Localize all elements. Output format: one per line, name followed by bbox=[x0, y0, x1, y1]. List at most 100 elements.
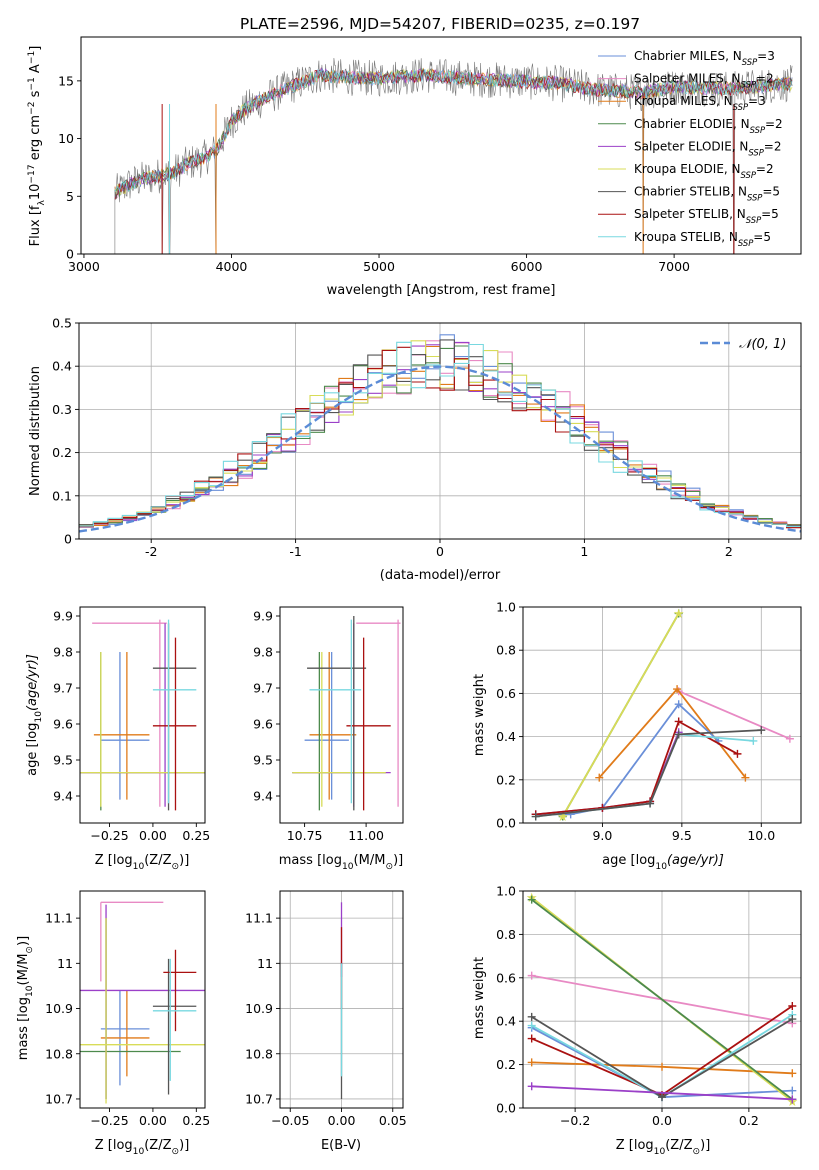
series-marker-salpeter_stelib bbox=[733, 749, 742, 758]
series-marker-kroupa_miles bbox=[788, 1069, 797, 1078]
x-tick-label: 3000 bbox=[68, 259, 100, 274]
x-tick-label: 0.05 bbox=[379, 1113, 407, 1128]
x-tick-label: 2 bbox=[725, 544, 733, 559]
y-tick-label: 9.5 bbox=[253, 753, 273, 768]
mass-vs-ebv-panel: −0.05 0.00 0.05 10.7 10.8 10.9 11 11.1 E(B-V) bbox=[245, 890, 407, 1153]
series-marker-kroupa_miles bbox=[595, 773, 604, 782]
y-tick-label: 9.4 bbox=[253, 789, 273, 804]
series-marker-kroupa_elodie: ★ bbox=[673, 607, 685, 622]
plot-area bbox=[79, 334, 801, 533]
axes-frame bbox=[78, 322, 802, 540]
y-tick-label: 10.9 bbox=[45, 1001, 73, 1016]
plot-area: ★★ bbox=[526, 891, 798, 1108]
x-tick-label: 5000 bbox=[363, 259, 395, 274]
y-tick-label: 10.8 bbox=[245, 1046, 273, 1061]
y-tick-label: 0.0 bbox=[496, 816, 516, 831]
series-marker-salpeter_miles bbox=[785, 734, 794, 743]
series-marker-kroupa_miles bbox=[741, 773, 750, 782]
plot-area bbox=[80, 619, 205, 811]
x-tick-label: 1 bbox=[580, 544, 588, 559]
series-marker-chabrier_stelib bbox=[531, 812, 540, 821]
y-tick-label: 0.6 bbox=[496, 686, 516, 701]
y-tick-label: 0.5 bbox=[52, 316, 72, 331]
series-line-chabrier_stelib bbox=[535, 729, 762, 818]
y-tick-label: 0 bbox=[64, 532, 72, 547]
series-line-salpeter_elodie bbox=[531, 1085, 793, 1101]
series-marker-chabrier_stelib bbox=[757, 726, 766, 735]
y-tick-label: 5 bbox=[66, 189, 74, 204]
y-tick-label: 9.8 bbox=[253, 645, 273, 660]
y-tick-label: 10 bbox=[58, 131, 74, 146]
series-marker-kroupa_miles bbox=[673, 685, 682, 694]
y-tick-label: 0.2 bbox=[496, 1057, 516, 1072]
legend-entry: Chabrier STELIB, NSSP=5 bbox=[634, 185, 780, 203]
series-marker-kroupa_elodie: ★ bbox=[557, 810, 569, 825]
legend-entry: Salpeter ELODIE, NSSP=2 bbox=[634, 139, 782, 157]
series-marker-salpeter_stelib bbox=[674, 717, 683, 726]
age-vs-mass-panel: 10.75 11.00 9.4 9.5 9.6 9.7 9.8 9.9 mass [log10(… bbox=[253, 606, 404, 872]
y-tick-label: 9.6 bbox=[53, 717, 73, 732]
y-tick-label: 11.1 bbox=[45, 911, 73, 926]
histogram-kroupa_stelib bbox=[79, 341, 801, 527]
x-tick-label: 10.0 bbox=[747, 828, 775, 843]
series-line-kroupa_miles bbox=[598, 687, 747, 779]
x-axis-label: E(B-V) bbox=[321, 1138, 361, 1153]
x-axis-label: age [log10(age/yr)] bbox=[602, 853, 724, 872]
legend-entry: Salpeter MILES, NSSP=2 bbox=[634, 72, 774, 90]
y-tick-label: 0 bbox=[66, 247, 74, 262]
y-tick-label: 11.1 bbox=[245, 911, 273, 926]
y-tick-label: 0.3 bbox=[52, 402, 72, 417]
series-marker-kroupa_miles bbox=[658, 1062, 666, 1071]
plot-area bbox=[80, 901, 205, 1104]
model-spectrum-salpeter_stelib bbox=[114, 69, 793, 200]
series-marker-chabrier_miles bbox=[788, 1086, 797, 1095]
y-tick-label: 10.7 bbox=[245, 1091, 273, 1106]
x-tick-label: -2 bbox=[145, 544, 157, 559]
x-axis-label: Z [log10(Z/Z⊙)] bbox=[616, 1138, 711, 1157]
plot-area bbox=[114, 57, 793, 254]
series-marker-chabrier_stelib bbox=[646, 799, 655, 808]
x-tick-label: −0.05 bbox=[271, 1113, 309, 1128]
y-tick-label: 10.9 bbox=[245, 1001, 273, 1016]
x-tick-label: −0.2 bbox=[560, 1113, 590, 1128]
legend-entry: Salpeter STELIB, NSSP=5 bbox=[634, 207, 779, 225]
x-tick-label: 0.0 bbox=[652, 1113, 672, 1128]
series-marker-chabrier_stelib bbox=[788, 1015, 797, 1024]
axes-frame bbox=[522, 890, 802, 1109]
x-tick-label: 0.00 bbox=[139, 1113, 167, 1128]
series-line-chabrier_elodie bbox=[531, 898, 793, 1101]
x-tick-label: 10.75 bbox=[287, 828, 323, 843]
y-axis-label: age [log10(age/yr)] bbox=[25, 654, 44, 776]
series-marker-kroupa_stelib bbox=[749, 736, 758, 745]
x-axis-label: wavelength [Angstrom, rest frame] bbox=[327, 283, 556, 298]
x-tick-label: 0.2 bbox=[739, 1113, 759, 1128]
legend-entry: Kroupa MILES, NSSP=3 bbox=[634, 94, 766, 112]
series-marker-kroupa_miles bbox=[527, 1058, 536, 1067]
x-axis-label: (data-model)/error bbox=[380, 568, 501, 583]
series-marker-chabrier_stelib bbox=[658, 1093, 666, 1102]
legend-entry: Chabrier ELODIE, NSSP=2 bbox=[634, 117, 783, 135]
y-tick-label: 11 bbox=[57, 956, 73, 971]
x-tick-label: 7000 bbox=[658, 259, 690, 274]
weight-vs-metallicity-panel: ★★ −0.2 0.0 0.2 0.0 0.2 0.4 0.6 0.8 1.0 Z [log10(Z… bbox=[472, 884, 802, 1157]
age-vs-metallicity-panel: −0.25 0.00 0.25 9.4 9.5 9.6 9.7 9.8 9.9 Z [log10(… bbox=[25, 606, 210, 872]
gaussian-curve bbox=[79, 365, 801, 533]
y-tick-label: 0.4 bbox=[496, 1014, 516, 1029]
x-tick-label: −0.25 bbox=[90, 1113, 128, 1128]
y-tick-label: 0.0 bbox=[496, 1101, 516, 1116]
y-tick-label: 0.2 bbox=[52, 445, 72, 460]
legend-entry: Kroupa STELIB, NSSP=5 bbox=[634, 230, 771, 248]
x-tick-label: 0.00 bbox=[328, 1113, 356, 1128]
axes-frame bbox=[79, 890, 206, 1109]
x-tick-label: 4000 bbox=[216, 259, 248, 274]
y-tick-label: 0.1 bbox=[52, 488, 72, 503]
series-line-kroupa_elodie bbox=[561, 613, 680, 817]
y-tick-label: 1.0 bbox=[496, 884, 516, 899]
axes-frame bbox=[279, 606, 404, 824]
y-tick-label: 0.4 bbox=[52, 359, 72, 374]
series-marker-chabrier_stelib bbox=[674, 730, 683, 739]
legend-entry: Chabrier MILES, NSSP=3 bbox=[634, 49, 775, 67]
y-tick-label: 0.2 bbox=[496, 772, 516, 787]
